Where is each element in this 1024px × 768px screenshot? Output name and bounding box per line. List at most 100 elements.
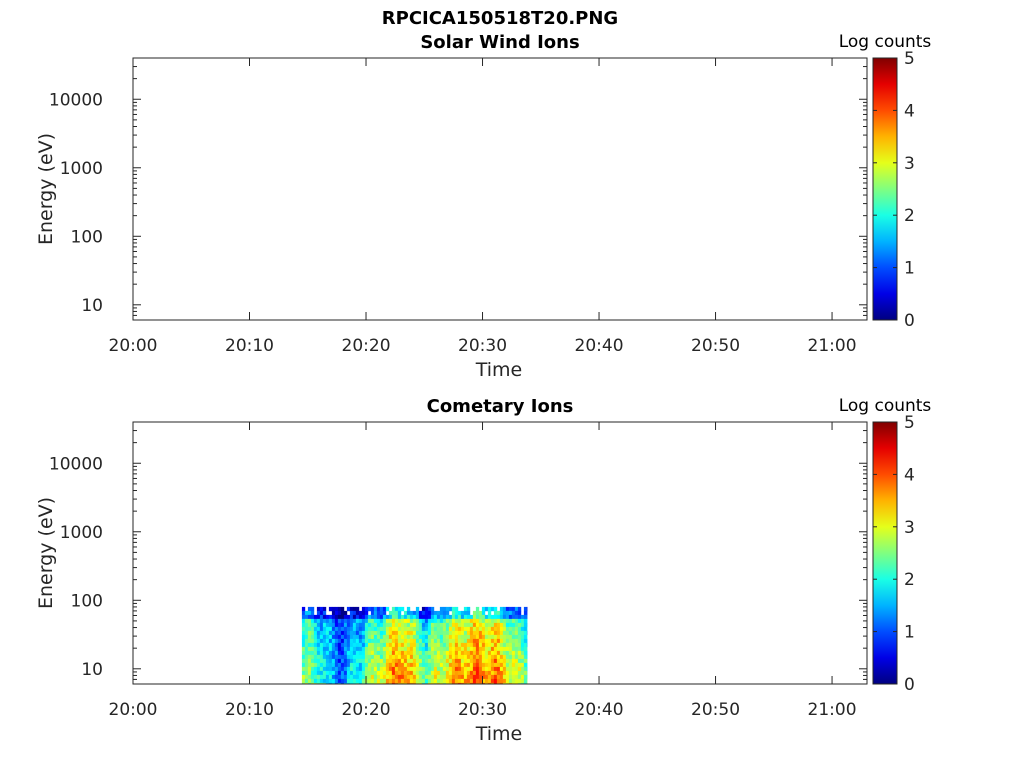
spectrogram-cell: [427, 658, 432, 664]
spectrogram-cell: [514, 654, 519, 660]
spectrogram-cell: [346, 638, 351, 644]
spectrogram-cell: [466, 670, 471, 676]
spectrogram-cell: [346, 630, 351, 636]
spectrogram-cell: [379, 610, 384, 616]
spectrogram-cell: [364, 666, 369, 672]
spectrogram-cell: [379, 630, 384, 636]
spectrogram-cell: [316, 614, 321, 620]
spectrogram-cell: [301, 678, 306, 684]
spectrogram-cell: [481, 622, 486, 628]
spectrogram-cell: [391, 606, 396, 612]
spectrogram-cell: [475, 674, 480, 680]
spectrogram-cell: [448, 670, 453, 676]
spectrogram-cell: [478, 638, 483, 644]
spectrogram-cell: [487, 658, 492, 664]
spectrogram-cell: [412, 662, 417, 668]
spectrogram-cell: [517, 622, 522, 628]
spectrogram-cell: [331, 662, 336, 668]
spectrogram-cell: [523, 638, 528, 644]
spectrogram-cell: [511, 618, 516, 624]
spectrogram-cell: [466, 630, 471, 636]
spectrogram-cell: [364, 650, 369, 656]
spectrogram-cell: [388, 610, 393, 616]
colorbar-label: Log counts: [839, 32, 932, 52]
spectrogram-cell: [397, 610, 402, 616]
spectrogram-cell: [493, 610, 498, 616]
spectrogram-cell: [370, 614, 375, 620]
spectrogram-cell: [331, 626, 336, 632]
spectrogram-cell: [349, 618, 354, 624]
spectrogram-cell: [409, 666, 414, 672]
spectrogram-cell: [496, 626, 501, 632]
spectrogram-cell: [343, 614, 348, 620]
spectrogram-cell: [415, 642, 420, 648]
spectrogram-cell: [334, 646, 339, 652]
spectrogram-cell: [388, 614, 393, 620]
spectrogram-cell: [340, 626, 345, 632]
spectrogram-cell: [382, 638, 387, 644]
spectrogram-cell: [499, 634, 504, 640]
spectrogram-cell: [385, 666, 390, 672]
spectrogram-cell: [418, 626, 423, 632]
spectrogram-cell: [340, 662, 345, 668]
spectrogram-cell: [391, 642, 396, 648]
spectrogram-cell: [367, 646, 372, 652]
spectrogram-cell: [523, 662, 528, 668]
spectrogram-cell: [517, 630, 522, 636]
spectrogram-cell: [370, 610, 375, 616]
spectrogram-cell: [496, 678, 501, 684]
spectrogram-cell: [418, 670, 423, 676]
spectrogram-cell: [355, 654, 360, 660]
spectrogram-cell: [331, 634, 336, 640]
spectrogram-cell: [436, 634, 441, 640]
spectrogram-cell: [340, 606, 345, 612]
spectrogram-cell: [364, 606, 369, 612]
spectrogram-cell: [379, 662, 384, 668]
spectrogram-cell: [481, 634, 486, 640]
spectrogram-cell: [454, 650, 459, 656]
spectrogram-cell: [502, 678, 507, 684]
spectrogram-cell: [361, 606, 366, 612]
x-axis-label: Time: [475, 723, 523, 745]
spectrogram-cell: [316, 622, 321, 628]
spectrogram-cell: [334, 666, 339, 672]
spectrogram-cell: [499, 642, 504, 648]
spectrogram-cell: [475, 626, 480, 632]
spectrogram-cell: [517, 658, 522, 664]
spectrogram-cell: [385, 654, 390, 660]
spectrogram-cell: [328, 670, 333, 676]
spectrogram-cell: [358, 662, 363, 668]
spectrogram-cell: [403, 638, 408, 644]
spectrogram-cell: [508, 610, 513, 616]
spectrogram-cell: [526, 630, 528, 636]
spectrogram-cell: [514, 614, 519, 620]
spectrogram-cell: [331, 614, 336, 620]
spectrogram-cell: [484, 674, 489, 680]
spectrogram-cell: [451, 678, 456, 684]
spectrogram-cell: [460, 626, 465, 632]
spectrogram-cell: [514, 642, 519, 648]
spectrogram-cell: [337, 642, 342, 648]
spectrogram-cell: [328, 642, 333, 648]
spectrogram-cell: [346, 662, 351, 668]
spectrogram-cell: [421, 670, 426, 676]
spectrogram-cell: [343, 610, 348, 616]
spectrogram-cell: [421, 658, 426, 664]
spectrogram-cell: [448, 662, 453, 668]
spectrogram-cell: [460, 630, 465, 636]
spectrogram-cell: [352, 658, 357, 664]
spectrogram-cell: [469, 670, 474, 676]
spectrogram-cell: [322, 670, 327, 676]
spectrogram-cell: [454, 634, 459, 640]
spectrogram-cell: [430, 658, 435, 664]
spectrogram-cell: [301, 606, 306, 612]
spectrogram-cell: [316, 662, 321, 668]
spectrogram-cell: [325, 674, 330, 680]
spectrogram-cell: [511, 622, 516, 628]
spectrogram-cell: [436, 618, 441, 624]
spectrogram-cell: [499, 666, 504, 672]
x-tick-label: 20:40: [575, 700, 624, 720]
spectrogram-cell: [352, 674, 357, 680]
spectrogram-cell: [307, 634, 312, 640]
spectrogram-cell: [460, 666, 465, 672]
